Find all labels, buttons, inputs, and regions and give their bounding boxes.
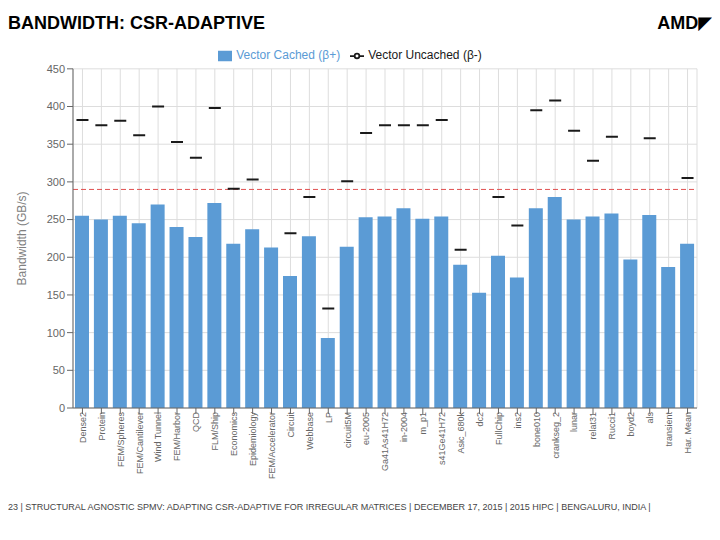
svg-text:Epidemiology: Epidemiology bbox=[248, 412, 258, 467]
svg-text:Bandwidth (GB/s): Bandwidth (GB/s) bbox=[15, 191, 29, 285]
svg-text:200: 200 bbox=[47, 251, 65, 263]
svg-text:transient: transient bbox=[664, 412, 674, 447]
svg-text:Webbase: Webbase bbox=[305, 412, 315, 450]
svg-text:50: 50 bbox=[53, 364, 65, 376]
svg-text:Protein: Protein bbox=[97, 412, 107, 441]
svg-text:boyd2: boyd2 bbox=[626, 412, 636, 437]
svg-text:FEM/Accelerator: FEM/Accelerator bbox=[267, 412, 277, 479]
svg-text:Economics: Economics bbox=[229, 412, 239, 457]
html-text:Vector Uncached (β-): Vector Uncached (β-) bbox=[368, 48, 482, 62]
svg-text:Asic_680k: Asic_680k bbox=[456, 412, 466, 454]
svg-text:lunar: lunar bbox=[569, 412, 579, 432]
svg-text:350: 350 bbox=[47, 138, 65, 150]
svg-text:FEM/Cantilever: FEM/Cantilever bbox=[135, 412, 145, 474]
html-text:23 | STRUCTURAL AGNOSTIC SPMV:: 23 | STRUCTURAL AGNOSTIC SPMV: ADAPTING … bbox=[8, 502, 651, 512]
svg-text:ins2: ins2 bbox=[513, 412, 523, 429]
svg-text:450: 450 bbox=[47, 63, 65, 75]
svg-text:Dense2: Dense2 bbox=[78, 412, 88, 443]
html-text:AMD◤: AMD◤ bbox=[657, 13, 712, 33]
svg-text:crankseg_2: crankseg_2 bbox=[551, 412, 561, 459]
svg-text:m_p1: m_p1 bbox=[418, 412, 428, 435]
svg-text:FLM/Ship: FLM/Ship bbox=[210, 412, 220, 451]
svg-text:als: als bbox=[645, 412, 655, 424]
svg-text:bone010: bone010 bbox=[532, 412, 542, 447]
svg-text:400: 400 bbox=[47, 100, 65, 112]
svg-text:Circuit: Circuit bbox=[286, 412, 296, 438]
svg-text:FEM/Harbor: FEM/Harbor bbox=[172, 412, 182, 461]
svg-text:FullChip: FullChip bbox=[494, 412, 504, 445]
svg-text:LP: LP bbox=[324, 412, 334, 423]
svg-text:in-2004: in-2004 bbox=[399, 412, 409, 442]
html-text:Vector Cached (β+): Vector Cached (β+) bbox=[236, 48, 341, 62]
svg-text:Ga41As41H72: Ga41As41H72 bbox=[380, 412, 390, 471]
svg-text:Rucci1: Rucci1 bbox=[607, 412, 617, 440]
svg-text:FEM/Spheres: FEM/Spheres bbox=[116, 412, 126, 468]
svg-text:Wind Tunnel: Wind Tunnel bbox=[153, 412, 163, 462]
svg-text:circuit5M: circuit5M bbox=[343, 412, 353, 448]
svg-text:150: 150 bbox=[47, 289, 65, 301]
svg-text:QCD: QCD bbox=[191, 412, 201, 433]
svg-text:relat31: relat31 bbox=[588, 412, 598, 440]
html-text:BANDWIDTH: CSR-ADAPTIVE: BANDWIDTH: CSR-ADAPTIVE bbox=[8, 12, 265, 33]
svg-text:0: 0 bbox=[59, 402, 65, 414]
svg-text:dc2: dc2 bbox=[475, 412, 485, 427]
svg-text:300: 300 bbox=[47, 176, 65, 188]
svg-text:eu-2005: eu-2005 bbox=[361, 412, 371, 445]
svg-text:s41Ge41H72: s41Ge41H72 bbox=[437, 412, 447, 465]
svg-text:100: 100 bbox=[47, 327, 65, 339]
svg-text:250: 250 bbox=[47, 213, 65, 225]
svg-text:Har. Mean: Har. Mean bbox=[683, 412, 693, 454]
